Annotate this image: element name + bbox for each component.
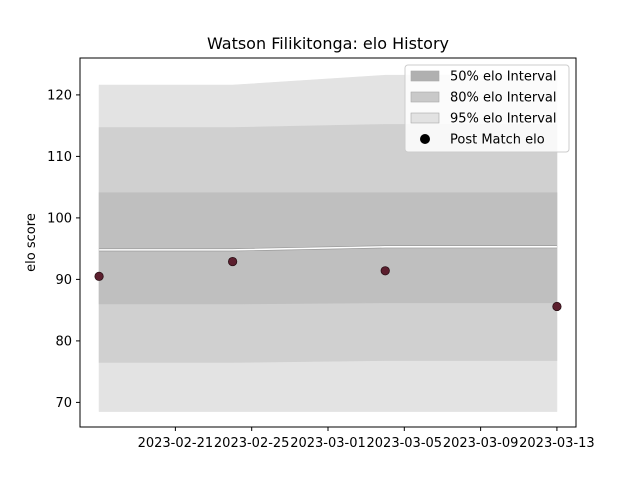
legend-label: 50% elo Interval xyxy=(450,70,557,85)
plot-area xyxy=(94,74,562,412)
x-tick-label: 2023-02-25 xyxy=(214,436,290,451)
legend-box xyxy=(404,64,570,153)
x-tick-label: 2023-03-05 xyxy=(367,436,443,451)
x-axis: 2023-02-21 2023-02-25 2023-03-01 2023-03-05… xyxy=(138,427,595,451)
y-tick-label: 120 xyxy=(47,88,72,103)
y-tick-label: 90 xyxy=(55,273,72,288)
y-tick-label: 80 xyxy=(55,334,72,349)
post-match-point xyxy=(380,266,390,276)
y-axis: 70 80 90 100 110 120 xyxy=(47,88,80,411)
y-tick-label: 100 xyxy=(47,211,72,226)
y-axis-title: elo score xyxy=(24,213,39,272)
x-tick-label: 2023-03-13 xyxy=(519,436,595,451)
x-tick-label: 2023-03-01 xyxy=(290,436,366,451)
x-tick-label: 2023-02-21 xyxy=(138,436,214,451)
y-tick-label: 70 xyxy=(55,396,72,411)
post-match-point xyxy=(94,271,104,281)
y-tick-label: 110 xyxy=(47,150,72,165)
legend-swatch xyxy=(410,112,440,124)
legend-label: 80% elo Interval xyxy=(450,91,557,106)
chart-title: Watson Filikitonga: elo History xyxy=(207,34,449,53)
legend-swatch xyxy=(410,70,440,82)
legend-label: 95% elo Interval xyxy=(450,112,557,127)
post-match-point xyxy=(552,301,562,312)
post-match-point xyxy=(228,256,238,267)
legend-label: Post Match elo xyxy=(450,133,545,148)
legend-marker xyxy=(420,134,430,144)
legend-swatch xyxy=(410,91,440,103)
x-tick-label: 2023-03-09 xyxy=(443,436,519,451)
mean-line xyxy=(99,246,557,251)
legend: 50% elo Interval 80% elo Interval 95% elo … xyxy=(404,64,570,153)
